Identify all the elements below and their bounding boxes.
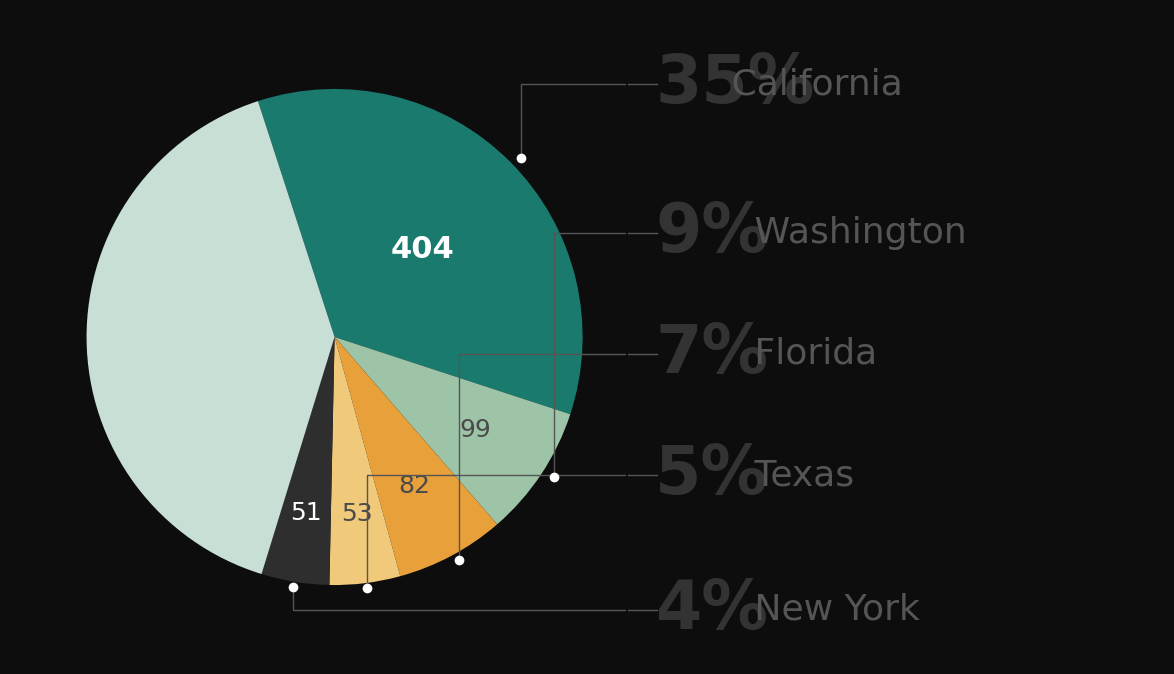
Wedge shape — [87, 101, 335, 574]
Text: 7%: 7% — [655, 321, 768, 387]
Text: 51: 51 — [290, 501, 322, 525]
Text: California: California — [720, 67, 903, 101]
Text: Florida: Florida — [743, 337, 877, 371]
Wedge shape — [335, 337, 571, 524]
Wedge shape — [258, 89, 582, 415]
Text: 9%: 9% — [655, 200, 768, 266]
Text: 82: 82 — [398, 474, 430, 497]
Text: 5%: 5% — [655, 442, 768, 508]
Text: Washington: Washington — [743, 216, 967, 249]
Wedge shape — [262, 337, 335, 585]
Text: 35%: 35% — [655, 51, 815, 117]
Text: 53: 53 — [340, 502, 372, 526]
Text: New York: New York — [743, 593, 920, 627]
Wedge shape — [330, 337, 400, 585]
Text: 99: 99 — [459, 419, 491, 442]
Wedge shape — [335, 337, 497, 576]
Text: Texas: Texas — [743, 458, 855, 492]
Text: 4%: 4% — [655, 577, 768, 643]
Text: 404: 404 — [391, 235, 454, 264]
